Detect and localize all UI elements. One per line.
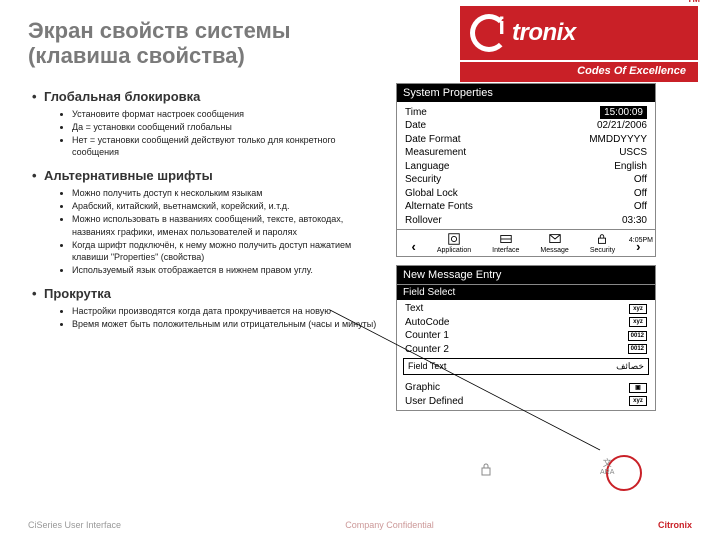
clock-small: 4:05PM [629,237,653,244]
footer-mid: Company Confidential [121,520,658,530]
field-select-bar: Field Select [397,284,655,300]
property-row: Alternate FontsOff [405,200,647,214]
property-row: Rollover03:30 [405,214,647,228]
lang-indicator: 文 ARA [600,456,614,476]
screen2-title: New Message Entry [397,266,655,284]
property-row: Date02/21/2006 [405,119,647,133]
screen1-toolbar: ‹ Application Interface Message [397,229,655,256]
bullet-item: Когда шрифт подключён, к нему можно полу… [72,239,378,263]
application-icon: Application [437,232,471,254]
bullet-item: Можно использовать в названиях сообщений… [72,213,378,237]
trademark: TM [687,0,700,4]
bullet-item: Да = установки сообщений глобальны [72,121,378,133]
section-head: Альтернативные шрифты [44,168,378,183]
section-head: Глобальная блокировка [44,89,378,104]
logo-text: tronix [512,19,576,47]
system-properties-screen: System Properties Time15:00:09Date02/21/… [396,83,656,258]
slide-title: Экран свойств системы (клавиша свойства) [28,18,348,69]
section-head: Прокрутка [44,286,378,301]
bullet-item: Установите формат настроек сообщения [72,108,378,120]
lock-small-icon [480,462,492,476]
bullet-item: Нет = установки сообщений действуют толь… [72,134,378,158]
footer: CiSeries User Interface Company Confiden… [0,520,720,530]
footer-left: CiSeries User Interface [28,520,121,530]
bullet-item: Используемый язык отображается в нижнем … [72,264,378,276]
interface-icon: Interface [492,232,519,254]
screen1-title: System Properties [397,84,655,102]
property-row: MeasurementUSCS [405,146,647,160]
footer-right: Citronix [658,520,692,530]
bullet-item: Можно получить доступ к нескольким языка… [72,187,378,199]
property-row: SecurityOff [405,173,647,187]
left-arrow-icon: ‹ [412,239,416,254]
brand-logo: tronix TM Codes Of Excellence [460,6,698,84]
message-icon: Message [540,232,568,254]
property-row: Global LockOff [405,187,647,201]
logo-tagline: Codes Of Excellence [460,60,698,82]
property-row: Time15:00:09 [405,106,647,120]
property-row: Date FormatMMDDYYYY [405,133,647,147]
security-icon: Security [590,232,615,254]
bullet-item: Арабский, китайский, вьетнамский, корейс… [72,200,378,212]
callout-line [320,300,620,460]
property-row: LanguageEnglish [405,160,647,174]
